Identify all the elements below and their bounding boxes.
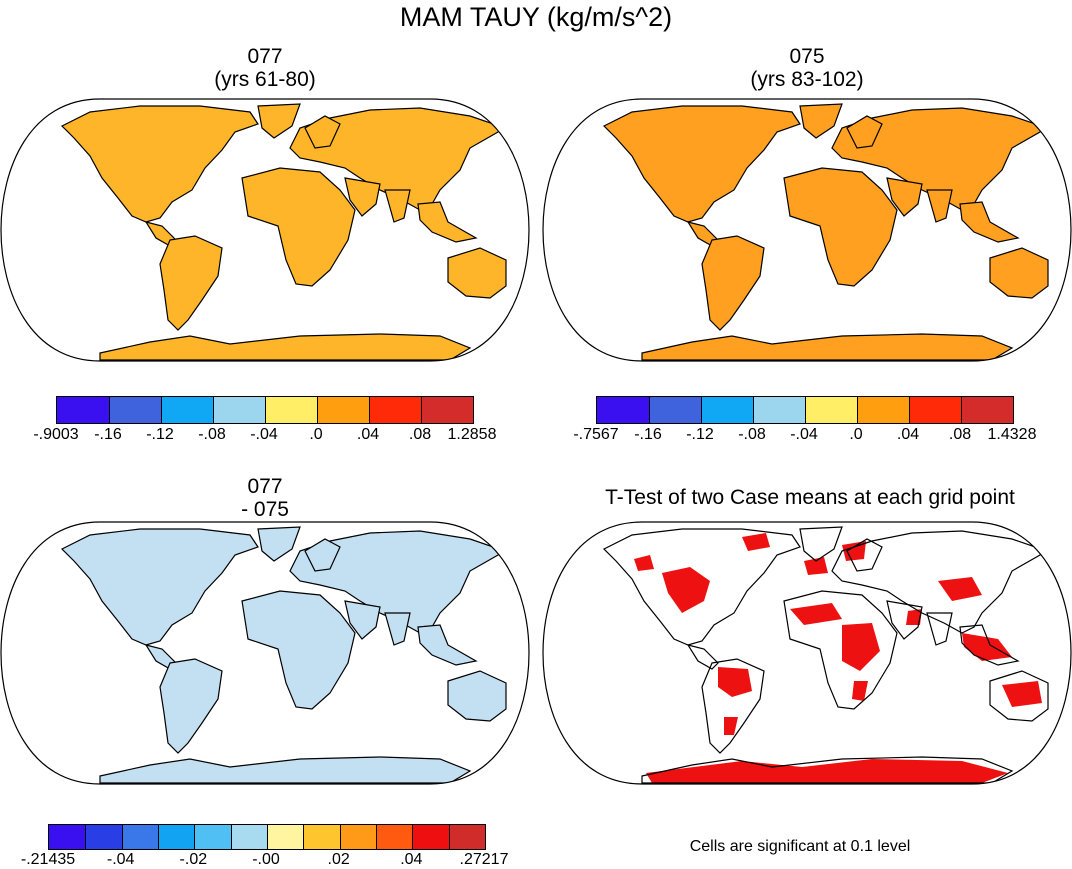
panel3-case-label: 077 [247, 475, 283, 498]
colorbar-swatch [157, 825, 195, 849]
map-frame [0, 98, 530, 362]
panel2-years-label: (yrs 83-102) [750, 68, 864, 91]
colorbar-tick-label: .04 [400, 851, 423, 868]
map-panel-075-mean [542, 98, 1072, 362]
significance-note: Cells are significant at 0.1 level [689, 838, 911, 855]
panel1-case-label: 077 [247, 45, 283, 68]
colorbar-tick-label: .04 [896, 426, 920, 443]
colorbar-tick-label: -.16 [94, 426, 122, 443]
colorbar-swatch [85, 825, 122, 849]
colorbar-tick-label: .0 [849, 426, 863, 443]
panel2-title: 075 (yrs 83-102) [692, 45, 922, 91]
colorbar-tick-label: 1.4328 [987, 426, 1037, 443]
colorbar-075 [596, 396, 1014, 424]
colorbar-swatch [57, 397, 109, 423]
colorbar-tick-label: -.04 [250, 426, 278, 443]
colorbar-swatch [857, 397, 909, 423]
colorbar-swatch [412, 825, 449, 849]
map-frame [542, 521, 1072, 785]
map-panel-077-mean [0, 98, 530, 362]
colorbar-tick-label: .27217 [459, 851, 509, 868]
map-frame [542, 98, 1072, 362]
colorbar-tick-label: .02 [327, 851, 350, 868]
colorbar-swatch [161, 397, 213, 423]
colorbar-tick-label: -.04 [790, 426, 818, 443]
colorbar-tick-label: -.08 [198, 426, 226, 443]
colorbar-tick-label: -.04 [106, 851, 135, 868]
panel3-title: 077 - 075 [150, 475, 380, 521]
colorbar-swatch [753, 397, 805, 423]
colorbar-tick-label: .08 [948, 426, 972, 443]
panel1-years-label: (yrs 61-80) [214, 68, 316, 91]
colorbar-swatch [421, 397, 473, 423]
panel2-case-label: 075 [789, 45, 825, 68]
land-fill [603, 103, 1049, 361]
panel4-title: T-Test of two Case means at each grid po… [605, 486, 1015, 509]
colorbar-swatch [375, 825, 413, 849]
colorbar-difference [48, 824, 486, 850]
colorbar-swatch [109, 397, 161, 423]
figure-title: MAM TAUY (kg/m/s^2) [399, 2, 673, 32]
colorbar-swatch [909, 397, 961, 423]
colorbar-swatch [265, 397, 317, 423]
land-fill [61, 526, 507, 784]
colorbar-tick-label: .04 [356, 426, 380, 443]
colorbar-swatch [317, 397, 369, 423]
colorbar-tick-label: -.00 [252, 851, 280, 868]
map-panel-difference [0, 521, 530, 785]
colorbar-tick-label: -.21435 [20, 851, 76, 868]
colorbar-tick-label: -.12 [686, 426, 714, 443]
colorbar-swatch [805, 397, 857, 423]
colorbar-swatch [303, 825, 340, 849]
colorbar-swatch [649, 397, 701, 423]
colorbar-tick-label: -.12 [146, 426, 174, 443]
colorbar-swatch [213, 397, 265, 423]
colorbar-tick-label: -.16 [634, 426, 662, 443]
colorbar-tick-label: -.9003 [33, 426, 79, 443]
map-frame [0, 521, 530, 785]
colorbar-swatch [961, 397, 1013, 423]
panel1-title: 077 (yrs 61-80) [150, 45, 380, 91]
land-fill [61, 103, 507, 361]
colorbar-077 [56, 396, 474, 424]
colorbar-swatch [701, 397, 753, 423]
colorbar-tick-label: -.08 [738, 426, 766, 443]
colorbar-tick-label: .0 [309, 426, 323, 443]
panel3-diff-label: - 075 [241, 498, 289, 521]
colorbar-tick-label: -.7567 [573, 426, 619, 443]
colorbar-swatch [369, 397, 421, 423]
colorbar-swatch [230, 825, 267, 849]
colorbar-swatch [448, 825, 485, 849]
colorbar-swatch [121, 825, 158, 849]
colorbar-tick-label: 1.2858 [447, 426, 497, 443]
colorbar-swatch [266, 825, 304, 849]
colorbar-tick-label: -.02 [179, 851, 208, 868]
colorbar-swatch [194, 825, 231, 849]
map-panel-ttest [542, 521, 1072, 785]
colorbar-swatch [49, 825, 86, 849]
colorbar-swatch [339, 825, 376, 849]
colorbar-tick-label: .08 [408, 426, 432, 443]
colorbar-swatch [597, 397, 649, 423]
